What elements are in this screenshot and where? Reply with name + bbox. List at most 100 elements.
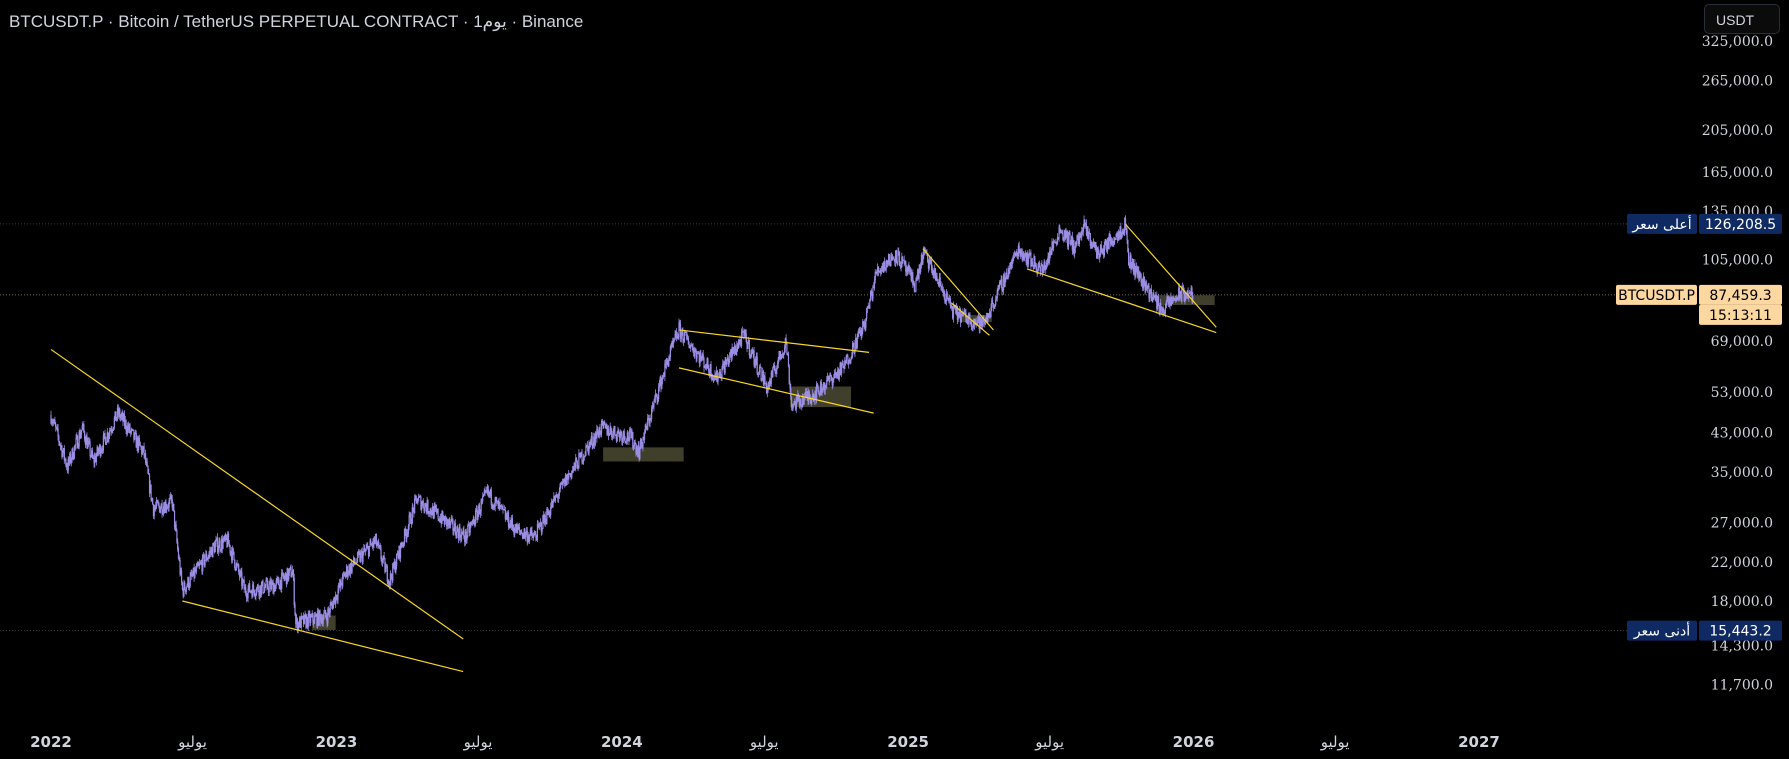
- candle-body: [120, 415, 122, 418]
- candle-body: [384, 558, 386, 573]
- candle-body: [360, 552, 362, 562]
- candle-body: [1130, 255, 1132, 270]
- candle-body: [622, 437, 624, 443]
- trendline[interactable]: [678, 367, 874, 414]
- candle-body: [561, 481, 564, 485]
- candle-body: [253, 589, 255, 595]
- candle-body: [857, 331, 859, 337]
- candle-body: [1182, 286, 1184, 288]
- candle-body: [611, 436, 614, 438]
- candle-body: [696, 352, 698, 359]
- candle-body: [356, 552, 359, 562]
- candle-body: [323, 612, 325, 619]
- trendline[interactable]: [1125, 223, 1217, 328]
- candle-body: [392, 563, 394, 581]
- candle-body: [342, 574, 344, 587]
- trendline[interactable]: [950, 302, 990, 336]
- candle-body: [175, 524, 177, 531]
- candle-body: [532, 534, 535, 539]
- candle-body: [1059, 227, 1061, 232]
- candle-body: [1076, 235, 1078, 245]
- candle-body: [1078, 235, 1080, 245]
- candle-body: [444, 516, 446, 525]
- candle-body: [1011, 261, 1013, 269]
- candle-body: [869, 290, 872, 301]
- time-axis[interactable]: 2022 يوليو 2023 يوليو 2024 يوليو 2025 يوليو 2026…: [30, 733, 1500, 751]
- candle-body: [178, 558, 180, 561]
- candle-body: [463, 529, 465, 538]
- candle-body: [1101, 250, 1103, 253]
- candle-body: [217, 547, 219, 553]
- candle-body: [198, 563, 201, 566]
- candle-body: [450, 521, 452, 526]
- trendline[interactable]: [922, 248, 994, 331]
- trendlines[interactable]: [50, 223, 1217, 673]
- candle-body: [1149, 290, 1151, 299]
- candle-body: [206, 558, 209, 561]
- candle-body: [1109, 234, 1111, 240]
- price-axis[interactable]: 325,000.0265,000.0205,000.0165,000.0135,…: [1702, 34, 1773, 694]
- candle-body: [697, 352, 700, 355]
- trendline[interactable]: [182, 600, 464, 673]
- candle-body: [519, 530, 521, 533]
- candle-body: [112, 427, 115, 430]
- candle-body: [726, 359, 728, 365]
- candle-body: [407, 525, 409, 534]
- candle-body: [664, 363, 666, 377]
- candle-body: [922, 255, 924, 264]
- candle-body: [111, 430, 113, 432]
- candle-body: [789, 383, 791, 389]
- candle-body: [109, 430, 111, 436]
- candle-body: [456, 526, 458, 539]
- candle-body: [260, 584, 262, 595]
- candle-body: [873, 279, 876, 289]
- candle-body: [59, 441, 61, 446]
- trendline[interactable]: [678, 329, 870, 353]
- candle-body: [1124, 218, 1127, 228]
- candle-body: [750, 353, 752, 357]
- trendline[interactable]: [1026, 268, 1217, 334]
- currency-button[interactable]: USDT: [1704, 4, 1780, 34]
- candle-body: [844, 360, 846, 369]
- candle-body: [1042, 269, 1045, 274]
- time-tick-label: يوليو: [177, 733, 207, 751]
- candle-body: [148, 474, 151, 493]
- candle-body: [918, 268, 920, 279]
- candle-body: [208, 553, 210, 558]
- support-zones[interactable]: [312, 295, 1215, 630]
- candle-body: [155, 500, 158, 507]
- candle-body: [1002, 289, 1004, 292]
- candle-body: [627, 432, 629, 439]
- candle-body: [718, 372, 720, 379]
- zone[interactable]: [603, 447, 684, 462]
- candle-body: [396, 553, 399, 555]
- candle-body: [403, 528, 406, 544]
- candle-body: [1146, 284, 1148, 288]
- candle-body: [690, 344, 692, 348]
- candle-body: [165, 502, 167, 510]
- candle-body: [255, 593, 257, 597]
- candle-body: [1068, 231, 1070, 234]
- price-tick-label: 325,000.0: [1702, 34, 1773, 50]
- candle-body: [378, 541, 380, 546]
- trendline[interactable]: [50, 348, 464, 640]
- candle-body: [129, 424, 131, 433]
- candle-body: [976, 322, 978, 324]
- candle-body: [797, 394, 799, 401]
- candle-body: [1028, 253, 1030, 256]
- candle-body: [618, 430, 620, 433]
- candle-body: [998, 285, 1000, 287]
- candle-body: [559, 483, 561, 493]
- candle-body: [722, 363, 725, 366]
- candle-body: [252, 584, 255, 591]
- candle-body: [707, 358, 709, 369]
- candle-body: [245, 587, 247, 594]
- candle-body: [1006, 272, 1008, 280]
- candle-body: [942, 290, 944, 293]
- candle-body: [1007, 268, 1009, 279]
- candle-body: [896, 261, 898, 263]
- zone[interactable]: [1159, 295, 1215, 306]
- candle-body: [576, 461, 578, 469]
- candle-body: [80, 433, 82, 439]
